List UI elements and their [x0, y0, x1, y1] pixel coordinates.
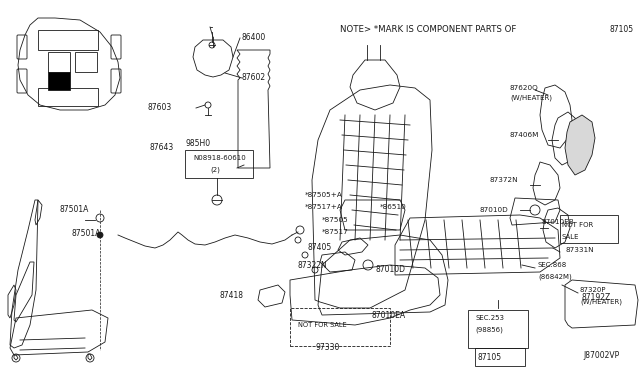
Text: 87620Q: 87620Q — [510, 85, 539, 91]
Text: (86842M): (86842M) — [538, 274, 572, 280]
Text: 87010D: 87010D — [480, 207, 509, 213]
Text: 87192Z: 87192Z — [582, 294, 611, 302]
Text: NOT FOR: NOT FOR — [562, 222, 593, 228]
Bar — [75, 52, 97, 72]
Bar — [475, 348, 525, 366]
Text: NOT FOR SALE: NOT FOR SALE — [298, 322, 347, 328]
Text: 97330: 97330 — [316, 343, 340, 353]
Bar — [48, 72, 70, 90]
Text: SEC.253: SEC.253 — [475, 315, 504, 321]
Bar — [468, 310, 528, 348]
Text: 87501A: 87501A — [72, 230, 101, 238]
Polygon shape — [565, 115, 595, 175]
Text: 87643: 87643 — [150, 144, 174, 153]
Bar — [290, 308, 390, 346]
Text: 87372N: 87372N — [490, 177, 518, 183]
Text: 985H0: 985H0 — [185, 138, 210, 148]
Circle shape — [97, 232, 103, 238]
Bar — [560, 215, 618, 243]
Text: *86510: *86510 — [380, 204, 407, 210]
Text: 87010EB: 87010EB — [542, 219, 575, 225]
Text: 87331N: 87331N — [565, 247, 594, 253]
Text: NOTE> *MARK IS COMPONENT PARTS OF: NOTE> *MARK IS COMPONENT PARTS OF — [340, 26, 516, 35]
Text: 87010D: 87010D — [375, 266, 405, 275]
Text: 87105: 87105 — [478, 353, 502, 362]
Text: (W/HEATER): (W/HEATER) — [580, 299, 622, 305]
Text: 87603: 87603 — [148, 103, 172, 112]
Text: 87105: 87105 — [610, 26, 634, 35]
Bar — [38, 88, 98, 106]
Text: *87505+A: *87505+A — [305, 192, 343, 198]
Text: (98856): (98856) — [475, 327, 503, 333]
Text: *87505: *87505 — [322, 217, 349, 223]
Text: 87406M: 87406M — [510, 132, 540, 138]
Bar — [185, 150, 253, 178]
Text: 87010EA: 87010EA — [372, 311, 406, 320]
Text: 86400: 86400 — [242, 33, 266, 42]
Text: 87320P: 87320P — [580, 287, 607, 293]
Text: 87418: 87418 — [220, 291, 244, 299]
Text: 87501A: 87501A — [60, 205, 90, 215]
Text: *87517: *87517 — [322, 229, 349, 235]
Text: SEC.868: SEC.868 — [538, 262, 567, 268]
Text: J87002VP: J87002VP — [584, 351, 620, 360]
Text: 87602: 87602 — [242, 74, 266, 83]
Text: 87322N: 87322N — [298, 260, 328, 269]
Text: 87405: 87405 — [308, 244, 332, 253]
Text: *87517+A: *87517+A — [305, 204, 343, 210]
Bar — [38, 30, 98, 50]
Text: N08918-60610: N08918-60610 — [193, 155, 246, 161]
Text: SALE: SALE — [562, 234, 579, 240]
Text: (W/HEATER): (W/HEATER) — [510, 95, 552, 101]
Bar — [48, 52, 70, 72]
Text: (2): (2) — [210, 167, 220, 173]
